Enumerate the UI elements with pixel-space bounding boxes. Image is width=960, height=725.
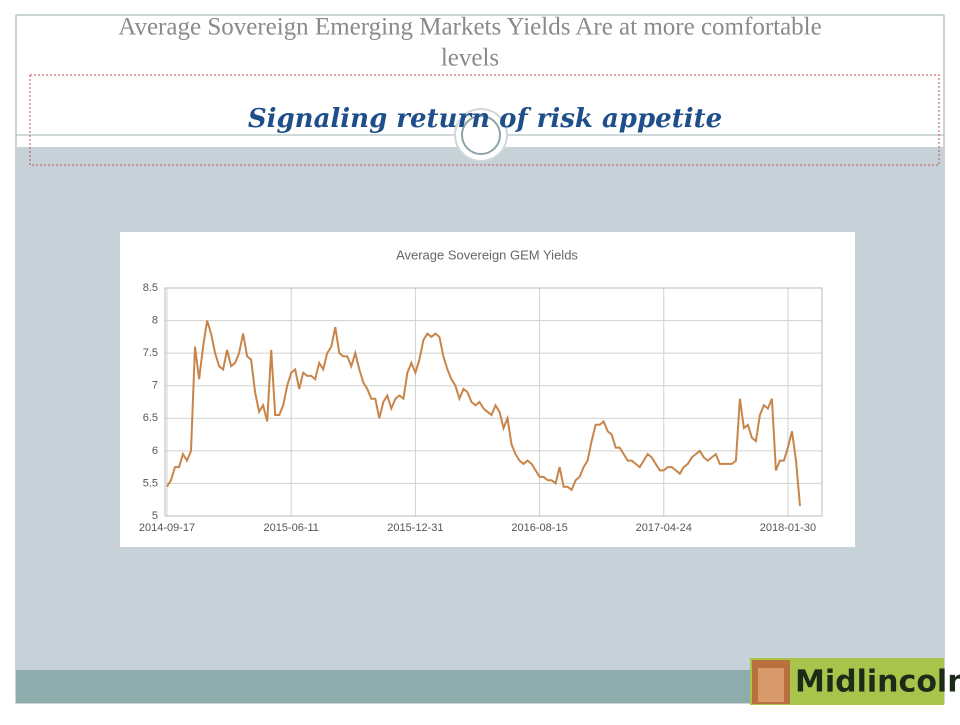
y-tick-label: 8.5: [143, 282, 158, 294]
y-tick-label: 5: [152, 510, 158, 522]
y-tick-label: 6: [152, 445, 158, 457]
y-tick-label: 5.5: [143, 477, 158, 489]
chart-title: Average Sovereign GEM Yields: [396, 247, 578, 262]
logo-text: Midlincoln: [795, 665, 960, 700]
logo-building-front: [758, 668, 784, 702]
y-tick-label: 8: [152, 314, 158, 326]
line: [166, 320, 801, 507]
y-tick-label: 6.5: [143, 412, 158, 424]
plot: 5 5.5 6 6.5 7 7.5 8 8.5 2014-09-17 2015-06-11 2015…: [139, 282, 823, 534]
x-tick-label: 2017-04-24: [636, 522, 692, 534]
plot-frame: [164, 287, 823, 517]
badge-inner: [461, 115, 501, 155]
x-tick-label: 2016-08-15: [511, 522, 567, 534]
chart-box: [120, 232, 855, 547]
y-tick-label: 7.5: [143, 347, 158, 359]
y-tick-label: 7: [152, 380, 158, 392]
x-tick-label: 2014-09-17: [139, 522, 195, 534]
x-tick-label: 2015-12-31: [387, 522, 443, 534]
x-tick-label: 2018-01-30: [760, 522, 816, 534]
slide-subtitle: Signaling return of risk appetite: [248, 104, 722, 134]
slide-title: Average Sovereign Emerging Markets Yield…: [118, 14, 821, 41]
slide-title: levels: [441, 45, 499, 72]
x-tick-label: 2015-06-11: [263, 522, 318, 534]
subtitle-frame: [29, 74, 940, 166]
